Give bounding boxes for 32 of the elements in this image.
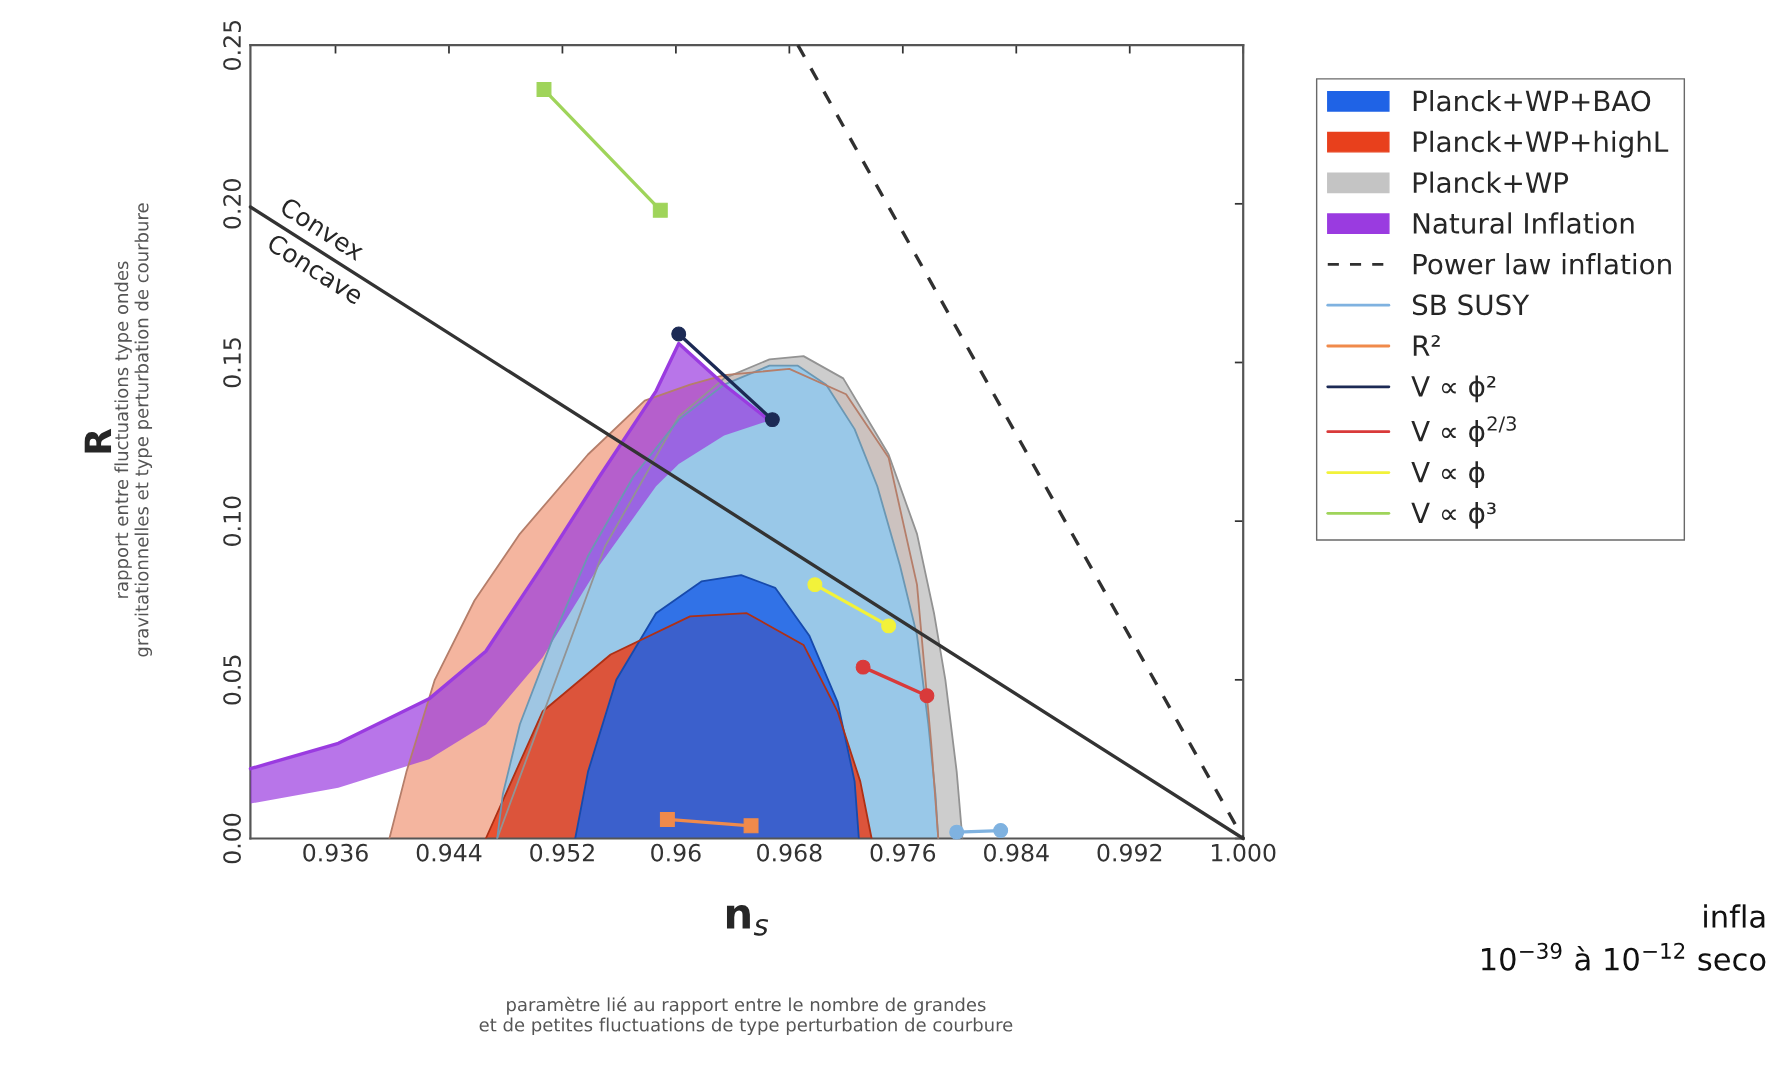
legend-label: V ∝ ϕ² — [1411, 375, 1496, 403]
x-tick-label: 0.984 — [984, 843, 1049, 862]
legend-label: R² — [1413, 335, 1440, 356]
y-tick-label: 0.05 — [223, 655, 241, 705]
y-tick-label: 0.10 — [223, 496, 241, 546]
x-tick-label: 0.952 — [530, 843, 594, 862]
x-tick-label: 0.936 — [303, 843, 368, 862]
x-tick-label: 0.968 — [757, 843, 822, 862]
legend-label: Planck+WP+BAO — [1413, 89, 1651, 112]
text: paramètre lié au rapport entre le nombre de grandes et de petites fluctuations de type perturbation de courbure — [479, 996, 1013, 1036]
y-axis-title: R — [84, 428, 112, 453]
y-tick-label: 0.15 — [223, 338, 241, 388]
legend-label: V ∝ ϕ$^{2/3}$ — [1411, 416, 1516, 448]
x-tick-label: 1.000 — [1212, 843, 1276, 862]
legend-label: Natural Inflation — [1413, 212, 1634, 234]
text: 10$^{−39}$ à 10$^{−12}$ seco — [1482, 942, 1766, 971]
x-tick-label: 0.944 — [416, 843, 482, 862]
legend-label: Planck+WP — [1413, 171, 1569, 194]
text: infla — [1704, 904, 1765, 928]
y-tick-label: 0.00 — [223, 813, 241, 864]
text: rapport entre fluctuations type ondes gravitationnelles et type perturbation de courbure — [114, 203, 153, 657]
y-tick-label: 0.25 — [223, 20, 241, 70]
x-tick-label: 0.96 — [651, 843, 701, 862]
x-axis-title: n$_{s}$ — [726, 905, 769, 936]
y-tick-label: 0.20 — [223, 179, 241, 229]
legend-label: Power law inflation — [1413, 253, 1671, 275]
legend-label: Planck+WP+highL — [1413, 130, 1669, 158]
legend-label: V ∝ ϕ — [1411, 461, 1485, 489]
x-tick-label: 0.976 — [870, 843, 936, 862]
legend-label: SB SUSY — [1412, 294, 1530, 316]
x-tick-label: 0.992 — [1097, 843, 1162, 862]
legend-label: V ∝ ϕ³ — [1411, 501, 1496, 529]
